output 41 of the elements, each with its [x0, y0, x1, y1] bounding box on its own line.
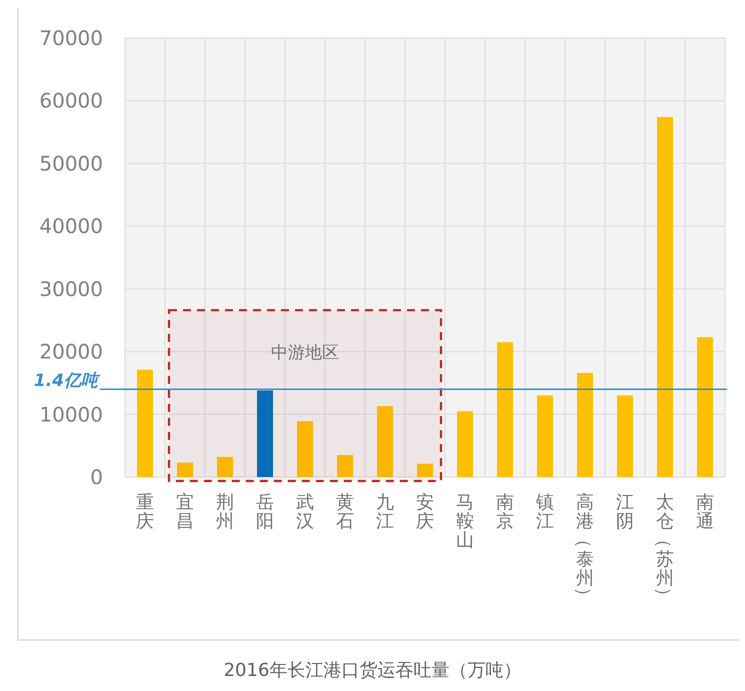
bar	[617, 395, 633, 477]
y-tick-label: 20000	[39, 340, 103, 364]
bar	[417, 464, 433, 477]
bar	[137, 370, 153, 477]
x-tick-label: 镇江	[535, 492, 554, 532]
x-tick-label: 高港（泰州）	[573, 492, 594, 605]
x-tick-label: 南通	[696, 492, 714, 532]
y-tick-label: 50000	[39, 151, 103, 176]
bar	[337, 455, 353, 477]
text: 2016年长江港口货运吞吐量（万吨）	[224, 660, 522, 681]
x-tick-label: 太仓（苏州）	[653, 492, 674, 605]
bar	[177, 462, 193, 477]
x-tick-label: 黄石	[336, 492, 354, 532]
y-tick-label: 70000	[39, 26, 103, 50]
bar	[457, 411, 473, 477]
bar	[297, 421, 313, 477]
bar	[257, 390, 273, 477]
bar	[537, 395, 553, 477]
band-label: 中游地区	[271, 343, 339, 364]
y-tick-label: 60000	[39, 88, 103, 113]
bar	[697, 337, 713, 477]
bar	[657, 117, 673, 477]
x-tick-label: 荆州	[216, 492, 234, 532]
y-tick-label: 40000	[39, 214, 103, 238]
x-tick-label: 宜昌	[176, 492, 194, 532]
y-tick-label: 30000	[39, 276, 103, 301]
ref-line-label: 1.4亿吨	[34, 371, 101, 392]
y-tick-label: 10000	[39, 402, 103, 426]
x-tick-label: 九江	[376, 492, 394, 532]
x-tick-label: 重庆	[136, 492, 154, 532]
bar	[217, 456, 233, 477]
bar	[577, 372, 593, 477]
x-tick-label: 南京	[496, 492, 514, 532]
bar	[377, 406, 393, 477]
x-tick-label: 岳阳	[256, 492, 274, 532]
bar	[497, 342, 513, 477]
x-tick-label: 江阴	[616, 492, 634, 532]
x-tick-label: 马鞍山	[456, 492, 474, 551]
y-tick-label: 0	[90, 465, 103, 489]
x-tick-label: 安庆	[416, 492, 434, 532]
x-tick-label: 武汉	[296, 492, 314, 532]
